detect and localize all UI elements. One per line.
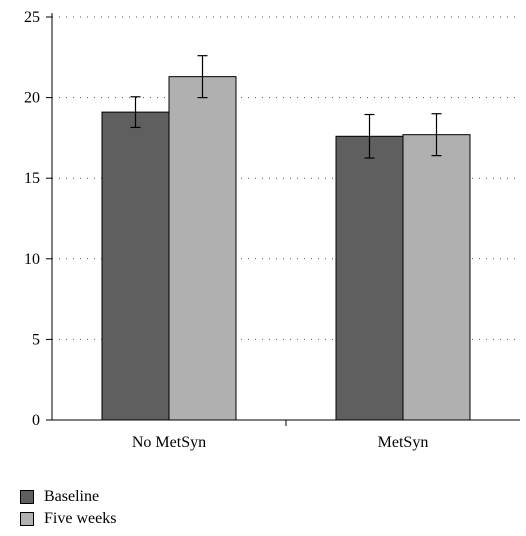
x-category-label-0: No MetSyn <box>132 434 206 451</box>
bar-no-metsyn-baseline <box>101 111 170 421</box>
legend-item-five-weeks: Five weeks <box>20 508 116 530</box>
legend: Baseline Five weeks <box>20 486 116 530</box>
bar-metsyn-baseline <box>335 135 404 421</box>
y-tick-label-15: 15 <box>24 170 40 187</box>
legend-label-baseline: Baseline <box>44 488 100 505</box>
legend-swatch-five-weeks <box>20 512 34 526</box>
x-category-label-1: MetSyn <box>378 434 429 451</box>
legend-item-baseline: Baseline <box>20 486 116 508</box>
legend-swatch-baseline <box>20 490 34 504</box>
y-tick-label-10: 10 <box>24 251 40 268</box>
legend-label-five-weeks: Five weeks <box>44 510 117 527</box>
y-tick-label-5: 5 <box>32 331 40 348</box>
bar-no-metsyn-five-weeks <box>168 76 237 421</box>
y-tick-label-25: 25 <box>24 9 40 26</box>
y-tick-label-0: 0 <box>32 412 40 429</box>
bar-metsyn-five-weeks <box>402 134 471 421</box>
y-tick-label-20: 20 <box>24 90 40 107</box>
bar-chart: 0 5 10 15 20 25 No MetSyn MetSyn <box>24 9 520 451</box>
